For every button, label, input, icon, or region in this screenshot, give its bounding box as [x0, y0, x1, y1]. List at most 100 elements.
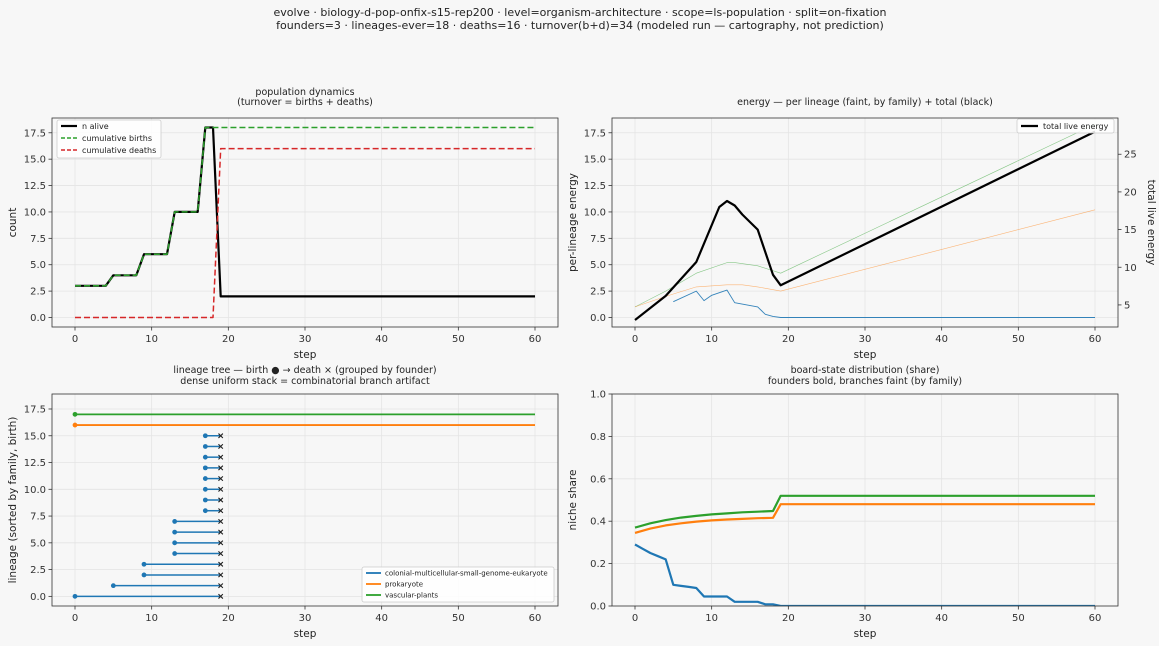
series-line-2 [673, 289, 1095, 318]
legend-label: colonial-multicellular-small-genome-euka… [385, 570, 548, 578]
death-marker [218, 486, 224, 492]
x-tick-label: 20 [782, 613, 795, 624]
figure-title-line1: evolve · biology-d-pop-onfix-s15-rep200 … [274, 6, 887, 19]
birth-marker [72, 422, 78, 428]
x-tick-label: 20 [782, 334, 795, 345]
birth-marker [141, 572, 147, 578]
y-tick-label: 0.0 [30, 592, 46, 603]
death-marker [218, 593, 224, 599]
chart-title: energy — per lineage (faint, by family) … [737, 97, 993, 108]
y-tick-label: 2.5 [30, 287, 46, 298]
legend-label: cumulative births [82, 134, 152, 143]
birth-marker [72, 593, 78, 599]
y-tick-label: 0.0 [30, 313, 46, 324]
death-marker [218, 497, 224, 503]
y-tick-label: 10.0 [584, 207, 606, 218]
series-line-1 [634, 503, 1095, 534]
x-axis-label: step [854, 349, 877, 361]
legend-label: n alive [82, 122, 109, 131]
legend: n alive cumulative births cumulative death… [56, 119, 162, 159]
x-tick-label: 20 [222, 334, 235, 345]
death-marker [218, 465, 224, 471]
y-tick-label: 0.0 [590, 602, 606, 613]
y-tick-label: 17.5 [24, 128, 46, 139]
y-tick-label: 7.5 [590, 234, 606, 245]
series-line-0 [634, 124, 1096, 308]
y-tick-label: 15.0 [584, 155, 606, 166]
y-tick-label: 2.5 [30, 565, 46, 576]
x-tick-label: 60 [529, 613, 542, 624]
y-tick-label: 0.8 [590, 432, 606, 443]
death-marker [218, 454, 224, 460]
y2-axis-label: total live energy [1145, 180, 1157, 266]
x-tick-label: 10 [705, 334, 718, 345]
x-tick-label: 10 [145, 613, 158, 624]
death-marker [218, 550, 224, 557]
chart-subtitle: founders bold, branches faint (by family… [768, 376, 962, 387]
death-marker [218, 583, 224, 589]
y-tick-label: 12.5 [24, 458, 46, 469]
legend: colonial-multicellular-small-genome-euka… [361, 566, 555, 603]
y-tick-label: 7.5 [30, 512, 46, 523]
death-marker [218, 475, 224, 482]
y-tick-label: 1.0 [590, 390, 606, 401]
legend-label: prokaryote [385, 581, 423, 589]
x-axis-label: step [294, 349, 317, 361]
birth-marker [202, 444, 208, 449]
chart-title: board-state distribution (share) [791, 365, 940, 376]
y2-tick-label: 15 [1124, 225, 1137, 236]
x-tick-label: 60 [1089, 334, 1102, 345]
data-layer [75, 126, 535, 319]
axes-frame [51, 393, 559, 607]
board-state-chart: 0 10 20 30 40 50 60 0.0 0.2 0.4 0.6 0.8 1.0 board-sta… [567, 365, 1119, 640]
legend-label: cumulative deaths [82, 146, 156, 155]
x-axis-label: step [854, 628, 877, 640]
x-tick-label: 50 [452, 613, 465, 624]
y-axis-label: lineage (sorted by family, birth) [7, 417, 19, 584]
y-tick-label: 0.4 [590, 517, 606, 528]
figure-title-line2: founders=3 · lineages-ever=18 · deaths=1… [276, 19, 884, 32]
birth-marker [202, 454, 208, 460]
y-tick-label: 0.2 [590, 559, 606, 570]
y-axis-label: niche share [567, 470, 579, 531]
data-layer [72, 411, 535, 599]
y-tick-label: 17.5 [24, 404, 46, 415]
birth-marker [72, 411, 78, 417]
chart-subtitle: dense uniform stack = combinatorial bran… [180, 376, 430, 387]
x-tick-label: 30 [299, 613, 312, 624]
y-tick-label: 0.0 [590, 313, 606, 324]
y-tick-label: 5.0 [30, 260, 46, 271]
energy-chart: 0 10 20 30 40 50 60 0.0 2.5 5.0 7.5 10.0 12.5 15.0 17.… [567, 97, 1157, 361]
x-tick-label: 20 [222, 613, 235, 624]
death-marker [218, 518, 224, 525]
death-marker [218, 508, 224, 514]
legend-box [1016, 118, 1115, 134]
x-tick-label: 0 [632, 613, 638, 624]
x-tick-label: 30 [859, 613, 872, 624]
death-marker [218, 529, 224, 535]
x-tick-label: 50 [452, 334, 465, 345]
lineage-tree-chart: 0 10 20 30 40 50 60 0.0 2.5 5.0 7.5 10.0 12.5 15.0 17.… [7, 365, 559, 640]
birth-marker [172, 540, 178, 546]
death-marker [218, 443, 224, 450]
legend-box [56, 119, 162, 159]
x-tick-label: 40 [375, 334, 388, 345]
y-tick-label: 12.5 [584, 181, 606, 192]
birth-marker [202, 486, 208, 492]
legend-label: vascular-plants [385, 592, 438, 600]
data-layer [634, 494, 1095, 606]
birth-marker [202, 476, 208, 481]
y-tick-label: 0.6 [590, 474, 606, 485]
x-tick-label: 30 [859, 334, 872, 345]
y2-tick-label: 5 [1124, 300, 1130, 311]
birth-marker [172, 529, 178, 535]
x-tick-label: 10 [705, 613, 718, 624]
series-line-3 [634, 130, 1096, 321]
x-tick-label: 50 [1012, 334, 1025, 345]
y-tick-label: 15.0 [24, 431, 46, 442]
x-tick-label: 10 [145, 334, 158, 345]
y-tick-label: 15.0 [24, 155, 46, 166]
death-marker [218, 561, 224, 567]
birth-marker [202, 433, 208, 439]
y2-tick-label: 20 [1124, 187, 1137, 198]
